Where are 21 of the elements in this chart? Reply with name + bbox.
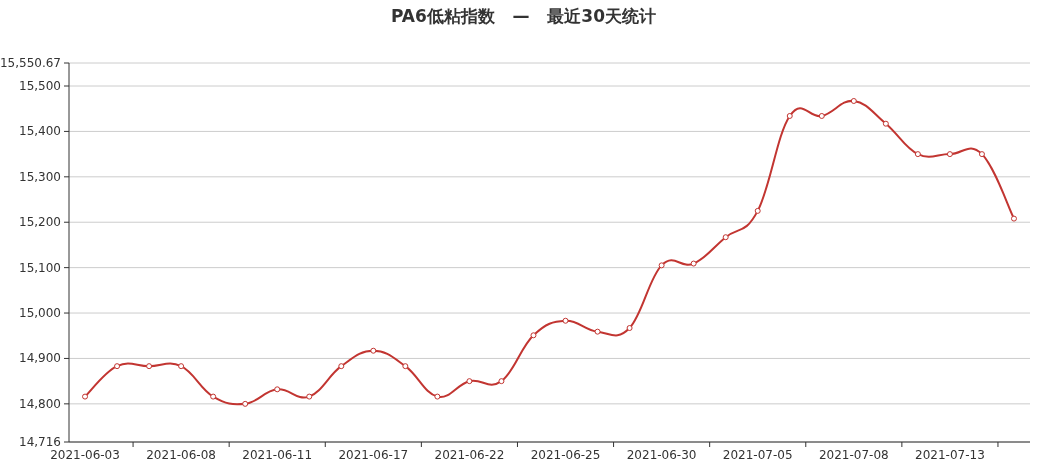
y-tick-label: 14,900 [19,351,61,366]
chart-title: PA6低粘指数 — 最近30天统计 [390,6,657,26]
x-tick-label: 2021-06-03 [50,448,120,462]
y-tick-label: 15,100 [19,260,61,275]
x-tick-label: 2021-06-08 [146,448,216,462]
y-tick-label: 15,200 [19,215,61,230]
y-tick-label: 15,300 [19,169,61,184]
x-tick-label: 2021-06-25 [530,448,601,462]
y-tick-label: 15,000 [19,306,61,321]
y-tick-label: 15,550.67 [0,56,61,70]
x-tick-label: 2021-06-17 [338,448,409,462]
y-tick-label: 14,716 [19,435,61,449]
x-tick-label: 2021-07-08 [818,448,889,462]
x-tick-label: 2021-06-11 [242,448,313,462]
y-tick-label: 14,800 [19,396,61,411]
y-tick-label: 15,500 [19,79,61,94]
x-tick-label: 2021-06-22 [434,448,505,462]
x-tick-label: 2021-07-13 [915,448,985,462]
x-tick-label: 2021-06-30 [626,448,697,462]
y-tick-label: 15,400 [19,124,61,139]
x-tick-label: 2021-07-05 [722,448,793,462]
